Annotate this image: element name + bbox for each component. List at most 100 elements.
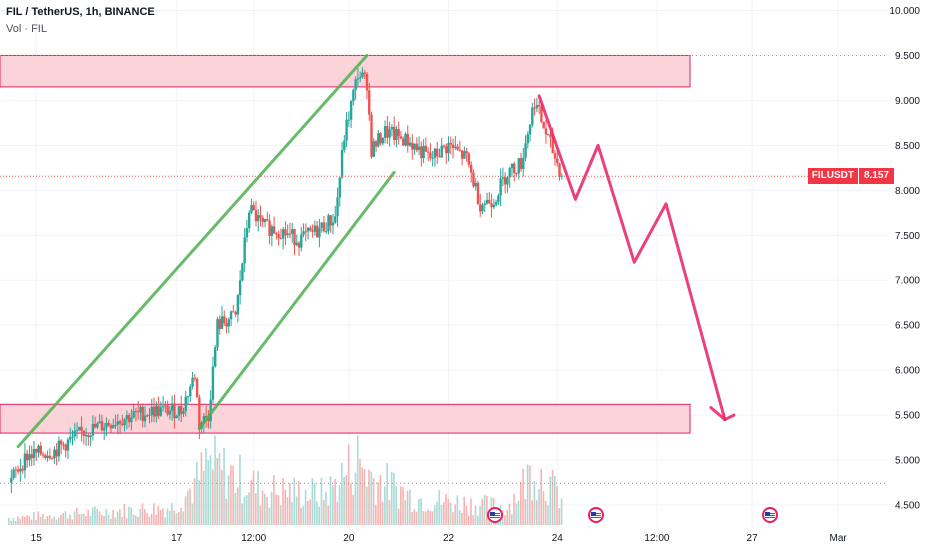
volume-bar	[356, 435, 359, 525]
volume-indicator-label[interactable]: Vol · FIL	[6, 23, 47, 35]
candle-body	[526, 134, 530, 144]
volume-bar	[467, 515, 470, 525]
candle-body	[315, 225, 319, 238]
trend-channel[interactable]	[16, 53, 396, 449]
volume-bar	[399, 486, 402, 525]
candle-body	[501, 177, 505, 179]
candle-body	[223, 316, 226, 324]
x-tick-label: Mar	[830, 533, 848, 544]
candle-body	[286, 233, 289, 236]
time-axis[interactable]: 15 17 12:00 20 22 24 12:00 27 Mar	[31, 533, 848, 544]
supply-demand-zones[interactable]	[0, 54, 691, 434]
candle-body	[361, 72, 364, 78]
volume-bar	[76, 507, 78, 525]
volume-bar	[325, 492, 327, 525]
volume-bar	[436, 501, 438, 525]
volume-bar	[207, 460, 210, 525]
candle-body	[379, 133, 382, 144]
volume-bar	[266, 496, 268, 525]
candle-body	[152, 406, 156, 417]
volume-bar	[560, 498, 563, 525]
candle-body	[130, 417, 133, 423]
channel-line[interactable]	[197, 170, 396, 431]
volume-bar	[261, 490, 264, 525]
volume-bar	[73, 511, 76, 525]
candle-body	[449, 142, 452, 145]
volume-bar	[336, 501, 339, 525]
candle-body	[84, 434, 88, 437]
price-zone[interactable]	[0, 403, 691, 434]
candle-body	[411, 142, 414, 150]
volume-bar	[209, 455, 212, 525]
channel-line[interactable]	[16, 53, 369, 449]
volume-bar	[177, 512, 180, 525]
volume-bar	[338, 485, 341, 525]
candle-body	[494, 201, 498, 205]
candle-body	[388, 129, 391, 138]
candle-body	[100, 421, 104, 431]
us-event-flag-icon[interactable]	[588, 507, 604, 523]
candle-body	[41, 454, 45, 456]
candle-body	[483, 203, 486, 206]
volume-bar	[26, 515, 28, 525]
candle-body	[413, 143, 416, 150]
projection-path[interactable]	[537, 94, 736, 422]
y-tick-label: 10.000	[889, 6, 920, 17]
candle-body	[436, 148, 439, 157]
volume-bar	[198, 480, 200, 525]
us-event-flag-icon[interactable]	[487, 507, 503, 523]
volume-bar	[100, 514, 103, 525]
volume-bar	[134, 515, 137, 525]
volume-bar	[121, 516, 123, 525]
candle-body	[98, 421, 101, 424]
volume-bar	[341, 462, 343, 525]
candle-body	[136, 411, 140, 413]
volume-bar	[307, 501, 309, 525]
us-event-flag-icon[interactable]	[762, 507, 778, 523]
volume-bar	[370, 471, 373, 525]
volume-bar	[393, 472, 395, 525]
volume-bar	[205, 448, 207, 525]
volume-bar	[150, 513, 153, 525]
price-axis[interactable]: 10.000 9.500 9.000 8.500 8.000 7.500 7.000 6.50…	[889, 6, 920, 512]
volume-bar	[538, 488, 540, 525]
candle-body	[517, 158, 520, 174]
candle-body	[431, 157, 434, 159]
volume-bar	[397, 508, 400, 525]
candle-body	[522, 157, 525, 170]
projection-zigzag[interactable]	[537, 94, 736, 422]
volume-bar	[236, 487, 239, 525]
volume-bar	[476, 515, 479, 525]
volume-bar	[148, 516, 151, 525]
candle-body	[510, 163, 514, 169]
candle-body	[558, 163, 561, 177]
volume-bar	[549, 476, 552, 525]
candle-body	[553, 153, 557, 159]
candle-body	[352, 89, 355, 102]
volume-bar	[46, 516, 49, 525]
volume-bar	[137, 516, 139, 525]
x-tick-label: 17	[171, 533, 183, 544]
candle-body	[89, 435, 92, 438]
candle-body	[474, 182, 477, 187]
candle-body	[535, 105, 539, 109]
volume-bar	[318, 506, 321, 525]
candle-body	[39, 445, 42, 455]
volume-bar	[424, 511, 427, 525]
candle-body	[524, 143, 527, 158]
candle-body	[485, 199, 489, 204]
volume-bar	[481, 498, 484, 525]
volume-bar	[164, 517, 166, 525]
volume-bar	[14, 521, 17, 525]
volume-bar	[304, 489, 307, 525]
candle-body	[93, 423, 97, 428]
candle-body	[272, 226, 276, 234]
candle-body	[261, 217, 264, 222]
volume-bar	[98, 511, 101, 525]
volume-bar	[415, 511, 418, 525]
volume-bar	[386, 463, 388, 525]
volume-bar	[157, 505, 160, 525]
candle-body	[288, 233, 292, 235]
volume-bar	[182, 511, 185, 525]
